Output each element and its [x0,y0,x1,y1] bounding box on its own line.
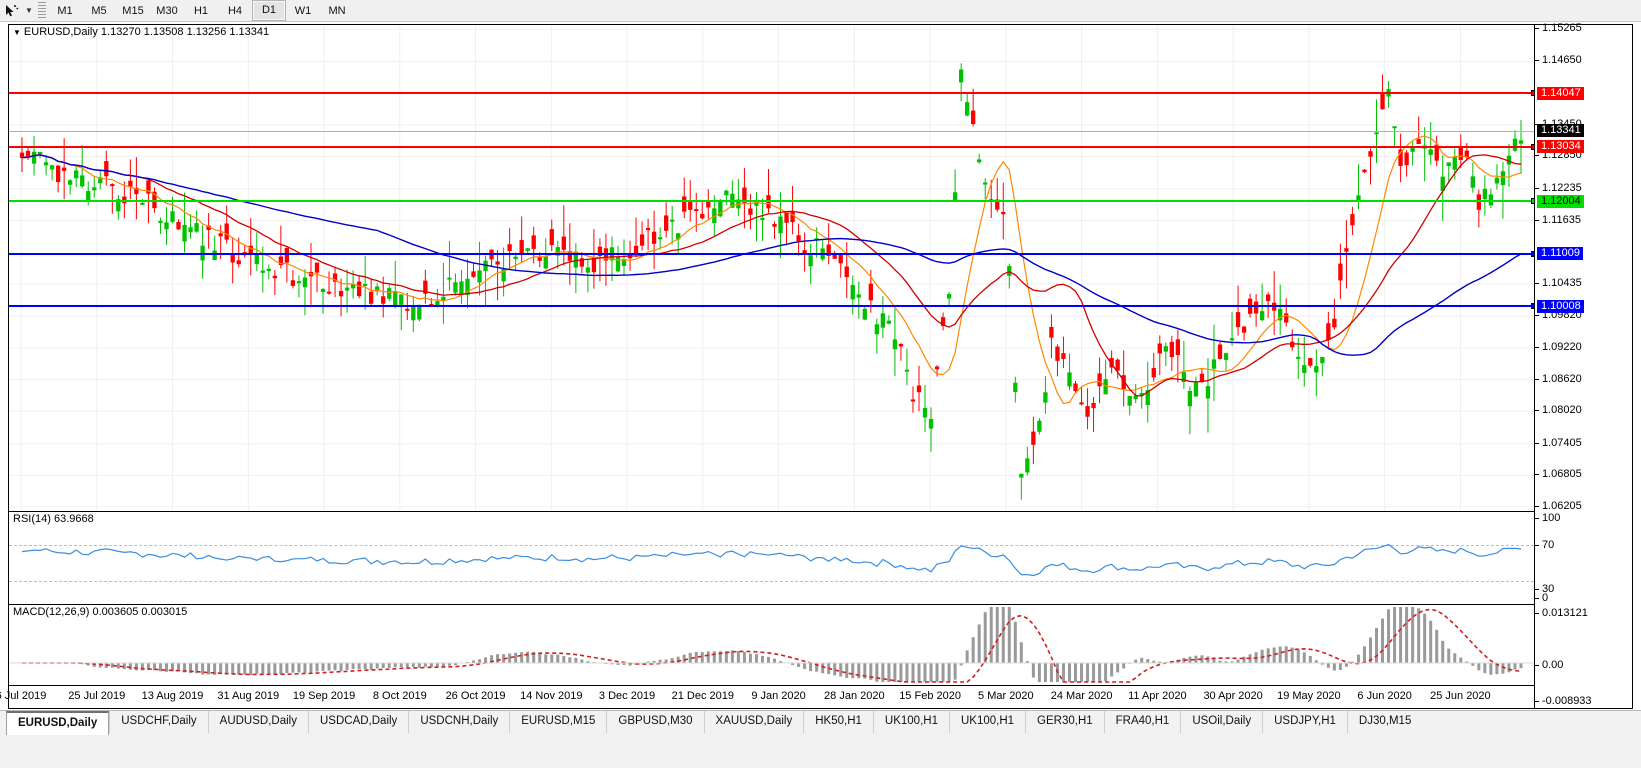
symbol-tab-eurusd-m15[interactable]: EURUSD,M15 [509,711,606,733]
price-axis-tick: 1.06205 [1535,500,1582,512]
symbol-tab-uk100-h1[interactable]: UK100,H1 [872,711,949,733]
rsi-axis-tick: 100 [1535,512,1560,524]
date-axis-label: 6 Jun 2020 [1357,690,1412,702]
symbol-tab-xauusd-daily[interactable]: XAUUSD,Daily [703,711,804,733]
price-badge-support-level-green[interactable]: 1.12004 [1537,194,1584,208]
timeframe-mn[interactable]: MN [328,4,346,17]
date-axis-label: 28 Jan 2020 [824,690,885,702]
date-axis-label: 30 Apr 2020 [1203,690,1263,702]
date-axis-label: 3 Dec 2019 [598,690,656,702]
pane-divider-2 [9,604,1632,605]
current-price-line [9,130,1534,132]
price-badge-current-price[interactable]: 1.13341 [1537,124,1584,137]
timeframe-h4[interactable]: H4 [227,4,243,17]
rsi-label: RSI(14) 63.9668 [13,513,94,525]
timeframe-w1[interactable]: W1 [294,4,312,17]
date-axis-label: 13 Aug 2019 [141,690,204,702]
date-axis-label: 9 Jan 2020 [751,690,806,702]
symbol-tab-usdcnh-daily[interactable]: USDCNH,Daily [408,711,509,733]
timeframe-m5[interactable]: M5 [91,4,107,17]
rsi-plot [21,543,1522,577]
price-badge-support-level-blue-lower[interactable]: 1.10008 [1537,299,1584,313]
macd-axis-tick: 0.00 [1535,659,1563,671]
price-plot [9,25,1534,511]
price-axis-tick: 1.11635 [1535,214,1581,226]
symbol-tab-hk50-h1[interactable]: HK50,H1 [803,711,873,733]
symbol-tab-ger30-h1[interactable]: GER30,H1 [1025,711,1104,733]
timeframe-m15[interactable]: M15 [122,4,144,17]
timeframe-m1[interactable]: M1 [57,4,73,17]
date-axis: 6 Jul 2019 25 Jul 2019 13 Aug 2019 31 Aug 2… [0,685,1534,707]
price-axis-tick: 1.08620 [1535,373,1582,385]
symbol-tab-usdchf-daily[interactable]: USDCHF,Daily [109,711,207,733]
rsi-oversold-line [9,581,1534,582]
symbol-tab-usdjpy-h1[interactable]: USDJPY,H1 [1262,711,1347,733]
macd-plot [9,607,1534,683]
macd-axis-tick: -0.008933 [1535,695,1592,707]
rsi-pane[interactable]: RSI(14) 63.9668 [9,512,1632,604]
symbol-tab-usoil-daily[interactable]: USOil,Daily [1180,711,1262,733]
rsi-overbought-line [9,545,1534,546]
crosshair-pointer-icon[interactable] [0,1,22,21]
timeframe-m30[interactable]: M30 [156,4,178,17]
price-axis-tick: 1.08020 [1535,404,1582,416]
chevron-down-icon[interactable]: ▼ [25,6,33,15]
timeframe-h1[interactable]: H1 [193,4,209,17]
date-axis-label: 14 Nov 2019 [520,690,583,702]
date-axis-label: 24 Mar 2020 [1050,690,1113,702]
price-axis-tick: 1.12235 [1535,182,1582,194]
symbol-tab-fra40-h1[interactable]: FRA40,H1 [1103,711,1181,733]
rsi-axis-tick: 0 [1535,592,1548,604]
symbol-tab-bar: EURUSD,Daily USDCHF,Daily AUDUSD,Daily USDC… [0,710,1641,768]
toolbar-grip-icon[interactable] [38,1,46,20]
price-axis-tick: 1.07405 [1535,437,1582,449]
chart-header: ▼ EURUSD,Daily 1.13270 1.13508 1.13256 1.… [13,26,269,38]
date-axis-label: 8 Oct 2019 [372,690,427,702]
symbol-tab-usdcad-daily[interactable]: USDCAD,Daily [307,711,408,733]
price-axis-tick: 1.15265 [1535,22,1582,34]
date-axis-label: 25 Jun 2020 [1430,690,1491,702]
rsi-axis-tick: 30 [1535,583,1554,595]
date-axis-label: 11 Apr 2020 [1128,690,1187,702]
chart-area[interactable]: ▼ EURUSD,Daily 1.13270 1.13508 1.13256 1.… [0,22,1633,709]
price-badge-resistance-level-lower[interactable]: 1.13034 [1537,140,1584,154]
date-axis-label: 25 Jul 2019 [68,690,126,702]
rsi-axis-tick: 70 [1535,539,1554,551]
price-axis[interactable]: 1.152651.146501.134501.128501.122351.116… [1534,22,1632,708]
level-line-resistance-level-upper[interactable] [9,90,1537,97]
macd-label: MACD(12,26,9) 0.003605 0.003015 [13,606,188,618]
date-axis-label: 19 Sep 2019 [292,690,356,702]
level-line-support-level-blue-lower[interactable] [9,303,1537,310]
price-axis-tick: 1.10435 [1535,277,1582,289]
date-axis-label: 15 Feb 2020 [899,690,961,702]
price-axis-tick: 1.09220 [1535,341,1582,353]
timeframe-toolbar: ▼ M1 M5 M15 M30 H1 H4 D1 W1 MN [0,0,1641,22]
symbol-tab-audusd-daily[interactable]: AUDUSD,Daily [207,711,308,733]
symbol-tab-gbpusd-m30[interactable]: GBPUSD,M30 [606,711,703,733]
symbol-tab-eurusd-daily[interactable]: EURUSD,Daily [6,711,110,735]
price-badge-resistance-level-upper[interactable]: 1.14047 [1537,86,1584,100]
date-axis-label: 5 Mar 2020 [978,690,1034,702]
price-axis-tick: 1.06805 [1535,468,1582,480]
date-axis-label: 21 Dec 2019 [671,690,735,702]
timeframe-d1[interactable]: D1 [252,0,286,21]
price-badge-support-level-blue-upper[interactable]: 1.11009 [1537,247,1583,261]
symbol-tab-uk100-h1[interactable]: UK100,H1 [948,711,1025,733]
price-axis-tick: 1.14650 [1535,54,1582,66]
price-pane[interactable]: ▼ EURUSD,Daily 1.13270 1.13508 1.13256 1.… [9,25,1632,511]
date-axis-label: 19 May 2020 [1277,690,1341,702]
date-axis-label: 31 Aug 2019 [217,690,280,702]
pane-divider-1 [9,511,1632,512]
date-axis-label: 6 Jul 2019 [0,690,47,702]
macd-axis-tick: 0.013121 [1535,607,1588,619]
level-line-support-level-green[interactable] [9,198,1537,205]
chevron-down-icon[interactable]: ▼ [13,28,21,37]
level-line-resistance-level-lower[interactable] [9,143,1537,150]
level-line-support-level-blue-upper[interactable] [9,250,1537,257]
date-axis-label: 26 Oct 2019 [445,690,506,702]
symbol-tab-dj30-m15[interactable]: DJ30,M15 [1346,711,1422,733]
chart-symbol-ohlc: EURUSD,Daily 1.13270 1.13508 1.13256 1.1… [23,26,270,38]
macd-pane[interactable]: MACD(12,26,9) 0.003605 0.003015 [9,605,1632,684]
